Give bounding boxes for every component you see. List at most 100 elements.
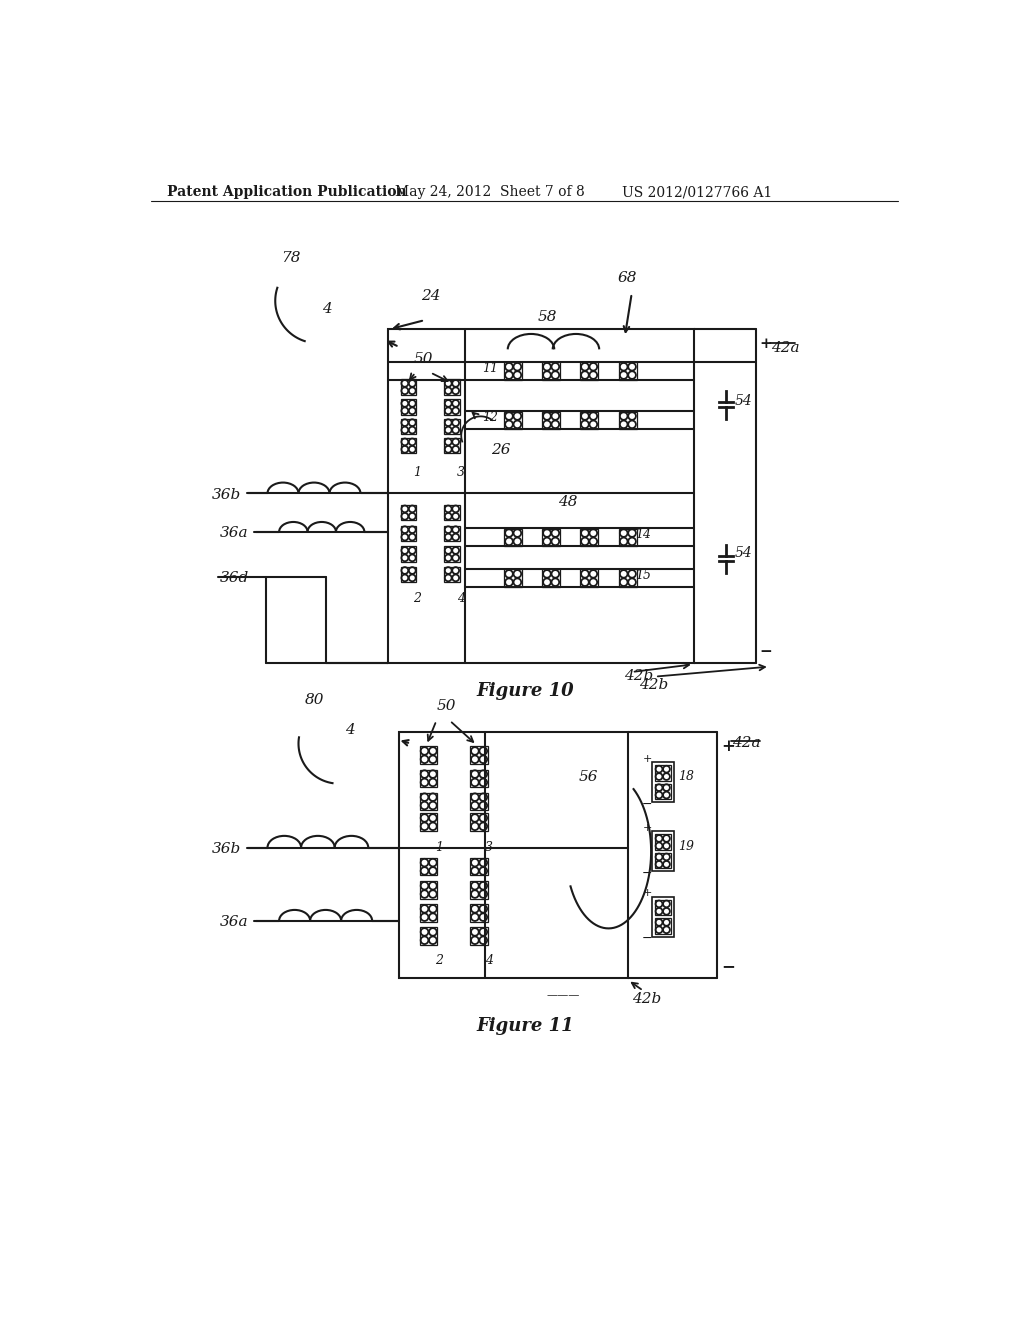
Text: 50: 50 — [414, 352, 433, 367]
Bar — [444, 506, 460, 520]
Bar — [444, 546, 460, 562]
Text: 42b: 42b — [640, 678, 669, 692]
Bar — [620, 528, 637, 546]
Bar — [505, 412, 522, 429]
Bar — [620, 569, 637, 586]
Bar — [400, 566, 417, 582]
Bar — [620, 412, 637, 429]
Bar — [420, 747, 437, 764]
Text: 80: 80 — [305, 693, 325, 706]
Bar — [420, 882, 437, 899]
Bar — [581, 412, 598, 429]
Bar — [388, 330, 693, 663]
Bar — [505, 528, 522, 546]
Text: +: + — [643, 754, 652, 763]
Text: 11: 11 — [482, 362, 498, 375]
Bar — [655, 900, 671, 915]
Text: 36d: 36d — [219, 572, 249, 585]
Text: 4: 4 — [457, 591, 465, 605]
Text: 42b: 42b — [624, 669, 653, 682]
Text: 36a: 36a — [219, 915, 248, 929]
Text: 24: 24 — [421, 289, 440, 304]
Text: 15: 15 — [636, 569, 651, 582]
Text: 3: 3 — [457, 466, 465, 479]
Bar — [581, 362, 598, 380]
Bar — [581, 528, 598, 546]
Bar — [444, 400, 460, 414]
Text: 4: 4 — [485, 954, 494, 966]
Text: 12: 12 — [482, 412, 498, 425]
Text: Patent Application Publication: Patent Application Publication — [167, 185, 407, 199]
Text: 1: 1 — [435, 841, 443, 854]
Text: 26: 26 — [490, 444, 510, 457]
Bar — [420, 904, 437, 921]
Bar — [655, 853, 671, 869]
Text: −: − — [642, 797, 652, 810]
Bar — [543, 569, 560, 586]
Bar — [470, 793, 487, 810]
Text: +: + — [643, 822, 652, 833]
Text: Figure 10: Figure 10 — [476, 682, 573, 700]
Text: May 24, 2012  Sheet 7 of 8: May 24, 2012 Sheet 7 of 8 — [395, 185, 585, 199]
Bar — [444, 379, 460, 395]
Text: 58: 58 — [538, 310, 557, 323]
Text: 78: 78 — [282, 251, 301, 264]
Bar — [652, 896, 674, 937]
Bar — [655, 919, 671, 933]
Bar — [420, 793, 437, 810]
Bar — [420, 928, 437, 945]
Bar — [444, 438, 460, 453]
Text: 48: 48 — [558, 495, 578, 510]
Text: 2: 2 — [435, 954, 443, 966]
Text: 54: 54 — [735, 393, 753, 408]
Bar — [470, 813, 487, 830]
Bar — [470, 747, 487, 764]
Bar — [399, 733, 628, 978]
Bar — [655, 784, 671, 799]
Text: 19: 19 — [678, 840, 694, 853]
Text: −: − — [721, 957, 735, 974]
Bar — [470, 904, 487, 921]
Bar — [400, 418, 417, 434]
Bar — [470, 928, 487, 945]
Text: 4: 4 — [345, 723, 354, 738]
Bar — [400, 506, 417, 520]
Bar — [543, 412, 560, 429]
Bar — [420, 813, 437, 830]
Text: 68: 68 — [617, 272, 637, 285]
Bar — [543, 528, 560, 546]
Text: 36b: 36b — [212, 488, 241, 502]
Text: −: − — [642, 932, 652, 945]
Text: 54: 54 — [735, 545, 753, 560]
Text: +: + — [721, 738, 735, 755]
Text: +: + — [643, 888, 652, 899]
Text: 50: 50 — [436, 698, 456, 713]
Text: 18: 18 — [678, 770, 694, 783]
Bar — [652, 762, 674, 803]
Bar — [470, 770, 487, 787]
Text: Figure 11: Figure 11 — [476, 1016, 573, 1035]
Bar — [400, 525, 417, 541]
Bar — [655, 834, 671, 850]
Bar — [655, 766, 671, 780]
Text: 1: 1 — [414, 466, 421, 479]
Bar — [400, 400, 417, 414]
Bar — [470, 858, 487, 875]
Bar — [444, 566, 460, 582]
Text: −: − — [642, 867, 652, 880]
Bar — [543, 362, 560, 380]
Bar — [444, 525, 460, 541]
Bar — [652, 832, 674, 871]
Bar — [420, 858, 437, 875]
Bar — [470, 882, 487, 899]
Text: 42a: 42a — [771, 341, 800, 355]
Bar — [400, 379, 417, 395]
Text: 56: 56 — [579, 770, 599, 784]
Text: 36b: 36b — [212, 842, 241, 857]
Text: 4: 4 — [322, 302, 332, 317]
Bar — [505, 362, 522, 380]
Text: US 2012/0127766 A1: US 2012/0127766 A1 — [622, 185, 772, 199]
Bar — [420, 770, 437, 787]
Text: 42a: 42a — [732, 737, 761, 750]
Bar — [581, 569, 598, 586]
